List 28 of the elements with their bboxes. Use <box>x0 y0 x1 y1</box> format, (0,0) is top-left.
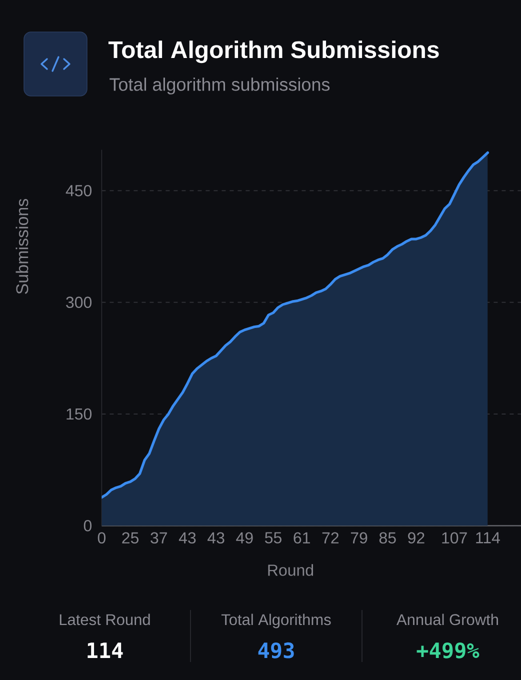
x-tick-label: 0 <box>98 532 106 544</box>
x-tick-label: 79 <box>350 532 368 544</box>
text: +499% <box>416 642 480 658</box>
chart-title: Total Algorithm Submissions <box>108 40 439 64</box>
text: 493 <box>258 642 294 658</box>
x-tick-label: 61 <box>294 532 310 544</box>
x-tick-label: 43 <box>208 532 224 544</box>
y-tick-label: 300 <box>66 296 92 308</box>
text: 114 <box>88 642 123 658</box>
text: Total Algorithms <box>221 614 331 628</box>
y-axis-title: Submissions <box>16 198 28 294</box>
text: Annual Growth <box>396 614 498 626</box>
x-tick-label: 114 <box>476 532 500 544</box>
x-tick-label: 43 <box>178 532 196 544</box>
x-tick-label: 49 <box>236 532 253 544</box>
x-tick-label: 85 <box>379 532 396 544</box>
text: Latest Round <box>60 614 150 626</box>
x-tick-label: 55 <box>265 532 282 544</box>
x-tick-label: 25 <box>122 532 139 544</box>
x-tick-label: 92 <box>408 532 424 544</box>
x-tick-label: 37 <box>150 532 167 544</box>
x-tick-label: 107 <box>442 532 467 544</box>
x-tick-label: 72 <box>322 532 339 544</box>
x-axis-title: Round <box>268 564 314 576</box>
y-tick-label: 450 <box>66 184 92 196</box>
y-tick-label: 0 <box>84 520 92 532</box>
y-tick-label: 150 <box>66 408 92 420</box>
chart-subtitle: Total algorithm submissions <box>110 78 330 94</box>
